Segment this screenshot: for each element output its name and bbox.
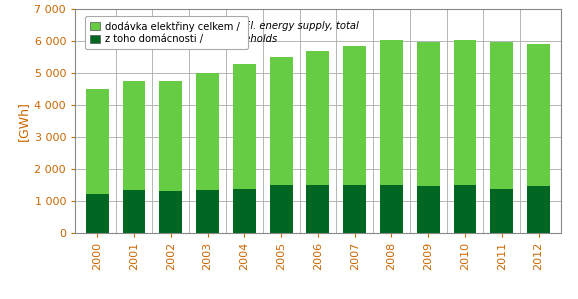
Bar	[454, 185, 476, 233]
Bar	[233, 64, 255, 233]
Bar	[86, 89, 109, 233]
Bar	[306, 51, 329, 233]
Bar	[196, 190, 219, 233]
Bar	[270, 57, 292, 233]
Bar	[417, 42, 440, 233]
Bar	[123, 81, 146, 233]
Bar	[490, 42, 513, 233]
Bar	[196, 73, 219, 233]
Bar	[270, 185, 292, 233]
Bar	[527, 44, 550, 233]
Text: El. energy supply, total: El. energy supply, total	[244, 22, 359, 31]
Bar	[160, 81, 182, 233]
Bar	[527, 186, 550, 233]
Bar	[343, 185, 366, 233]
Bar	[380, 40, 403, 233]
Bar	[86, 194, 109, 233]
Bar	[454, 40, 476, 233]
Bar	[380, 185, 403, 233]
Bar	[490, 189, 513, 233]
Bar	[417, 186, 440, 233]
Y-axis label: [GWh]: [GWh]	[17, 101, 30, 141]
Bar	[233, 189, 255, 233]
Bar	[343, 46, 366, 233]
Legend: dodávka elektřiny celkem / , z toho domácnosti / : dodávka elektřiny celkem / , z toho domá…	[85, 16, 248, 49]
Bar	[123, 190, 146, 233]
Bar	[160, 191, 182, 233]
Bar	[306, 185, 329, 233]
Text: to households: to households	[208, 34, 277, 44]
